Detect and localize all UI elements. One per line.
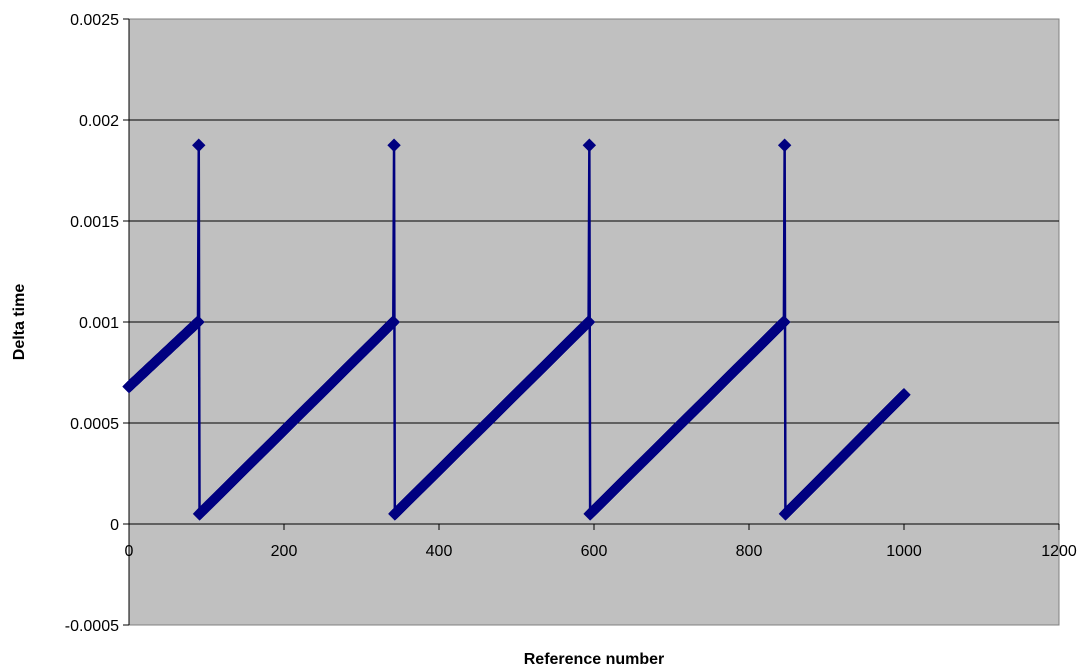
y-tick-label-0: -0.0005 — [65, 618, 119, 635]
x-tick-label-0: 0 — [125, 543, 134, 560]
y-tick-label-4: 0.0015 — [70, 214, 119, 231]
x-tick-label-4: 800 — [736, 543, 763, 560]
data-point-845 — [777, 315, 791, 329]
y-tick-label-3: 0.001 — [79, 315, 119, 332]
y-tick-label-6: 0.0025 — [70, 12, 119, 29]
x-tick-label-5: 1000 — [886, 543, 922, 560]
data-point-846 — [777, 138, 792, 152]
tick-labels: -0.0005 0 0.0005 0.001 0.0015 0.002 0.0025 0 200… — [65, 12, 1077, 635]
data-point-89 — [191, 315, 205, 329]
x-tick-label-2: 400 — [426, 543, 453, 560]
y-tick-label-1: 0 — [110, 517, 119, 534]
y-axis-title: Delta time — [11, 284, 28, 361]
y-tick-label-2: 0.0005 — [70, 416, 119, 433]
y-tick-label-5: 0.002 — [79, 113, 119, 130]
x-axis-title: Reference number — [524, 651, 665, 668]
data-point-90 — [192, 138, 206, 152]
data-point-341 — [386, 315, 400, 329]
series-layer — [122, 138, 911, 521]
axes — [123, 18, 1060, 626]
data-point-342 — [387, 138, 401, 152]
x-tick-label-3: 600 — [581, 543, 608, 560]
data-point-593 — [581, 315, 596, 329]
data-point-1000 — [897, 388, 911, 402]
x-tick-label-1: 200 — [271, 543, 298, 560]
x-tick-label-6: 1200 — [1041, 543, 1077, 560]
series-markers-0 — [122, 138, 911, 521]
data-point-594 — [582, 138, 597, 152]
